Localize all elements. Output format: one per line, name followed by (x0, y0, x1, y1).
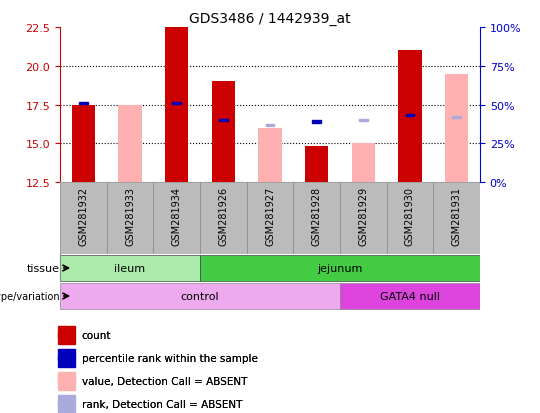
Text: control: control (181, 291, 219, 301)
Bar (58, 372, 75, 390)
Bar (445, 74, 468, 183)
Bar (212, 82, 235, 183)
Bar (58, 356, 73, 361)
Bar (258, 128, 282, 183)
Bar (399, 51, 422, 183)
Bar (433, 183, 480, 254)
Bar (118, 105, 141, 183)
Bar (200, 256, 480, 281)
Text: GATA4 null: GATA4 null (380, 291, 440, 301)
Text: rank, Detection Call = ABSENT: rank, Detection Call = ABSENT (82, 399, 242, 409)
Title: GDS3486 / 1442939_at: GDS3486 / 1442939_at (189, 12, 351, 26)
Bar (72, 105, 95, 183)
Bar (153, 183, 200, 254)
Text: ileum: ileum (114, 263, 146, 273)
Bar (79, 102, 87, 105)
Bar (172, 102, 181, 105)
Text: GSM281933: GSM281933 (125, 186, 135, 245)
Bar (58, 333, 73, 337)
Bar (107, 183, 153, 254)
Bar (340, 284, 480, 309)
Bar (340, 183, 387, 254)
Text: genotype/variation: genotype/variation (0, 291, 60, 301)
Text: value, Detection Call = ABSENT: value, Detection Call = ABSENT (82, 376, 247, 386)
Bar (387, 183, 433, 254)
Bar (60, 256, 200, 281)
Bar (352, 144, 375, 183)
Text: count: count (82, 330, 111, 340)
Text: percentile rank within the sample: percentile rank within the sample (82, 353, 258, 363)
Bar (165, 28, 188, 183)
Bar (219, 120, 227, 122)
Text: GSM281928: GSM281928 (312, 186, 322, 245)
Bar (58, 349, 75, 367)
Text: GSM281926: GSM281926 (218, 186, 228, 245)
Bar (247, 183, 293, 254)
Bar (305, 147, 328, 183)
Text: GSM281934: GSM281934 (172, 186, 181, 245)
Text: count: count (82, 330, 111, 340)
Text: GSM281929: GSM281929 (359, 186, 368, 245)
Text: value, Detection Call = ABSENT: value, Detection Call = ABSENT (82, 376, 247, 386)
Bar (200, 183, 247, 254)
Text: tissue: tissue (27, 263, 60, 273)
Bar (58, 326, 75, 344)
Text: GSM281927: GSM281927 (265, 186, 275, 245)
Bar (406, 115, 414, 117)
Text: GSM281931: GSM281931 (451, 186, 462, 245)
Bar (453, 116, 461, 119)
Text: jejunum: jejunum (318, 263, 363, 273)
Bar (58, 402, 73, 406)
Bar (58, 395, 75, 413)
Bar (293, 183, 340, 254)
Bar (60, 284, 340, 309)
Bar (266, 124, 274, 126)
Bar (359, 120, 368, 122)
Text: rank, Detection Call = ABSENT: rank, Detection Call = ABSENT (82, 399, 242, 409)
Bar (60, 183, 107, 254)
Bar (58, 379, 73, 383)
Text: percentile rank within the sample: percentile rank within the sample (82, 353, 258, 363)
Text: GSM281932: GSM281932 (78, 186, 89, 245)
Bar (313, 121, 321, 123)
Text: GSM281930: GSM281930 (405, 186, 415, 245)
